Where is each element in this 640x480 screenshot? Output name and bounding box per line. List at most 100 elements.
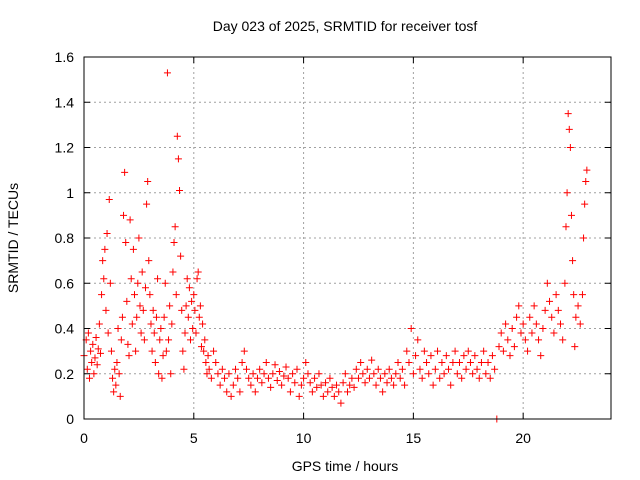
data-point xyxy=(578,291,586,299)
data-point xyxy=(116,392,124,400)
data-point xyxy=(210,347,218,355)
data-point xyxy=(173,132,181,140)
data-point xyxy=(126,216,134,224)
data-point xyxy=(394,358,402,366)
data-point xyxy=(177,252,185,260)
data-point xyxy=(176,186,184,194)
data-point xyxy=(89,340,97,348)
data-point xyxy=(123,297,131,305)
data-point xyxy=(315,370,323,378)
data-point xyxy=(204,352,212,360)
data-point xyxy=(434,347,442,355)
data-point xyxy=(273,377,281,385)
data-point xyxy=(566,144,574,151)
data-point xyxy=(350,383,358,391)
data-point xyxy=(532,320,540,328)
data-point xyxy=(521,336,529,344)
data-point xyxy=(427,352,435,360)
data-point xyxy=(460,352,468,360)
data-point xyxy=(258,379,266,387)
data-point xyxy=(159,352,167,360)
data-point xyxy=(528,329,536,337)
data-point xyxy=(93,361,101,369)
data-point xyxy=(101,245,109,253)
data-point xyxy=(120,211,128,219)
data-point xyxy=(236,388,244,396)
data-point xyxy=(495,343,503,351)
data-point xyxy=(184,313,192,321)
data-point xyxy=(469,370,477,378)
data-point xyxy=(569,257,577,265)
data-point xyxy=(85,374,93,382)
data-point xyxy=(346,381,354,389)
data-point xyxy=(238,358,246,366)
data-point xyxy=(431,365,439,373)
data-point xyxy=(499,347,507,355)
data-point xyxy=(193,275,201,283)
data-point xyxy=(300,374,308,382)
data-point xyxy=(554,306,562,314)
data-point xyxy=(147,320,155,328)
data-point xyxy=(513,313,521,321)
data-point xyxy=(182,302,190,310)
data-point xyxy=(234,374,242,382)
data-point xyxy=(363,365,371,373)
data-point xyxy=(221,374,229,382)
data-point xyxy=(114,325,122,332)
data-point xyxy=(160,313,168,321)
data-point xyxy=(383,379,391,387)
data-point xyxy=(271,361,279,369)
data-point xyxy=(192,329,200,337)
data-point xyxy=(440,370,448,378)
data-point xyxy=(581,200,589,208)
data-point xyxy=(574,302,582,310)
data-point xyxy=(572,313,580,321)
data-point xyxy=(275,367,283,375)
data-point xyxy=(293,365,301,373)
data-point xyxy=(583,166,591,174)
data-point xyxy=(197,343,205,351)
data-point xyxy=(561,279,569,287)
data-point xyxy=(125,352,133,360)
data-point xyxy=(567,211,575,219)
data-point xyxy=(484,358,492,366)
data-point xyxy=(92,334,100,342)
data-point xyxy=(247,381,255,389)
data-point xyxy=(436,374,444,382)
data-point xyxy=(571,343,579,351)
plot-frame xyxy=(83,56,612,420)
data-point xyxy=(570,291,578,299)
data-point xyxy=(475,374,483,382)
data-point xyxy=(280,372,288,380)
data-point xyxy=(580,234,588,242)
data-point xyxy=(94,345,102,353)
data-point xyxy=(282,363,290,371)
data-point xyxy=(227,392,235,400)
data-point xyxy=(477,358,485,366)
data-point xyxy=(87,347,95,355)
data-point xyxy=(168,320,176,328)
data-point xyxy=(107,347,115,355)
data-point xyxy=(449,358,457,366)
data-point xyxy=(354,374,362,382)
data-point xyxy=(83,365,91,373)
data-point xyxy=(269,370,277,378)
data-point xyxy=(117,336,125,344)
x-tick-label: 10 xyxy=(296,430,312,446)
y-tick-label: 1.2 xyxy=(55,140,75,156)
data-point xyxy=(223,388,231,396)
data-point xyxy=(149,306,157,314)
data-point xyxy=(563,189,571,197)
data-point xyxy=(128,320,136,328)
data-point xyxy=(95,320,103,328)
data-point xyxy=(189,325,197,332)
data-point xyxy=(530,302,538,310)
data-point xyxy=(403,347,411,355)
data-point xyxy=(297,381,305,389)
data-point xyxy=(131,291,139,299)
data-point xyxy=(425,370,433,378)
data-point xyxy=(181,329,189,337)
x-axis-label: GPS time / hours xyxy=(292,458,399,474)
data-point xyxy=(207,374,215,382)
data-point xyxy=(311,374,319,382)
